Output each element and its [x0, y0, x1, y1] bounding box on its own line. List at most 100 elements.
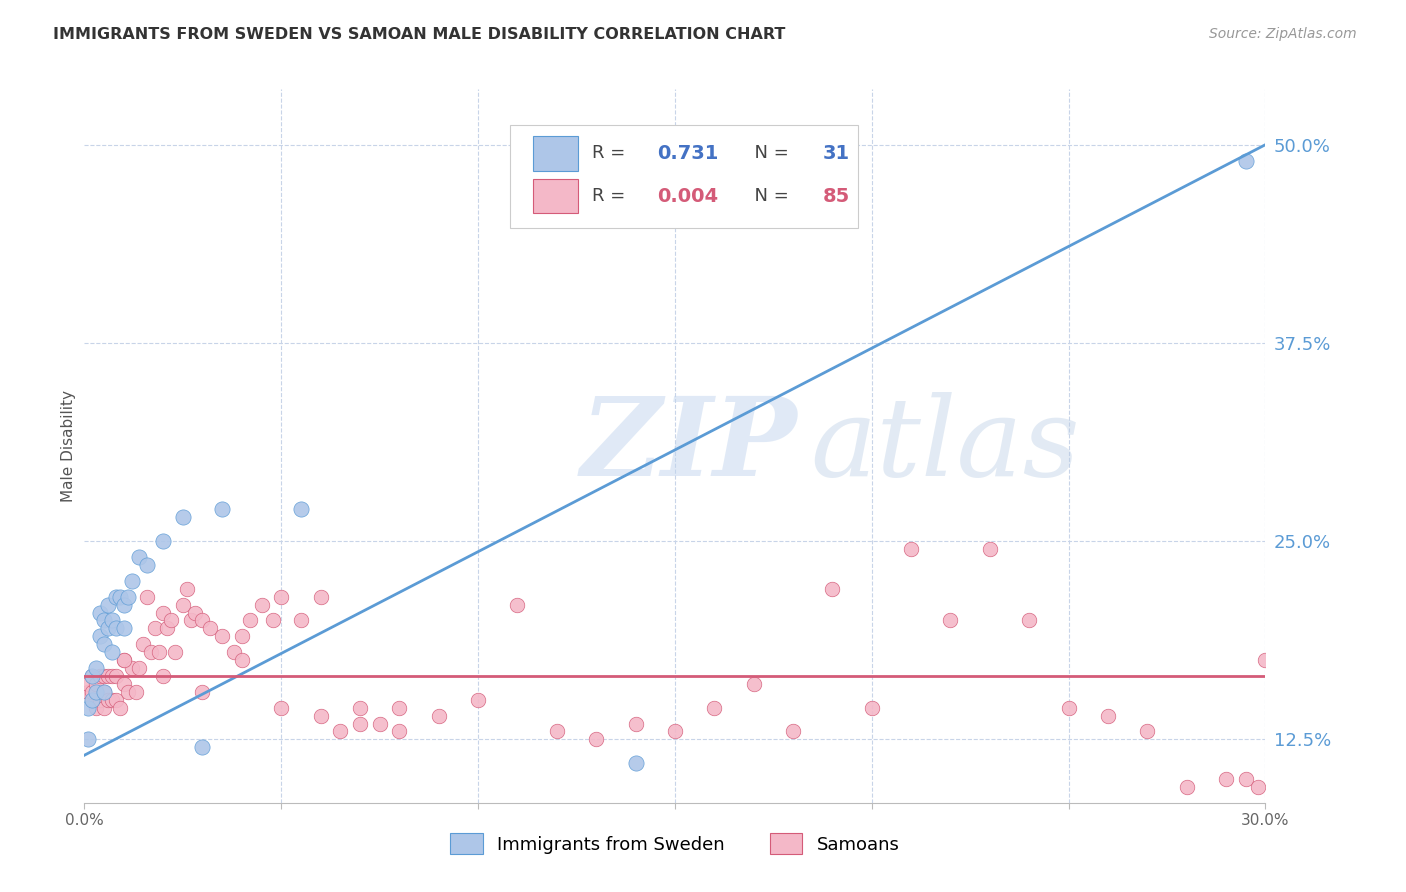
Point: [176, 582, 198, 596]
Point: [93, 669, 115, 683]
Point: [231, 653, 253, 667]
Point: [77, 700, 100, 714]
Point: [1234, 153, 1257, 168]
Point: [467, 692, 489, 706]
Point: [143, 621, 166, 635]
Legend: Immigrants from Sweden, Samoans: Immigrants from Sweden, Samoans: [443, 826, 907, 862]
Point: [77, 677, 100, 691]
FancyBboxPatch shape: [533, 136, 578, 170]
Point: [180, 614, 202, 628]
Point: [211, 502, 233, 516]
Point: [136, 590, 159, 604]
Point: [821, 582, 844, 596]
Point: [104, 669, 127, 683]
Point: [624, 756, 647, 771]
Point: [388, 724, 411, 739]
Point: [546, 724, 568, 739]
Point: [117, 590, 139, 604]
Point: [82, 669, 104, 683]
Text: 85: 85: [823, 186, 849, 206]
Point: [124, 685, 146, 699]
Point: [117, 685, 139, 699]
Point: [128, 661, 150, 675]
Point: [82, 685, 104, 699]
Text: ZIP: ZIP: [581, 392, 797, 500]
Point: [163, 645, 186, 659]
Point: [222, 645, 245, 659]
Point: [860, 700, 883, 714]
Point: [101, 614, 124, 628]
Point: [93, 685, 115, 699]
Point: [141, 645, 163, 659]
Point: [368, 716, 391, 731]
Point: [89, 669, 111, 683]
Point: [191, 685, 214, 699]
FancyBboxPatch shape: [509, 125, 858, 228]
Point: [112, 653, 135, 667]
Point: [132, 637, 155, 651]
Text: R =: R =: [592, 145, 631, 162]
Point: [270, 590, 292, 604]
Point: [250, 598, 273, 612]
Point: [427, 708, 450, 723]
Point: [211, 629, 233, 643]
Point: [82, 692, 104, 706]
Point: [93, 700, 115, 714]
Text: Source: ZipAtlas.com: Source: ZipAtlas.com: [1209, 27, 1357, 41]
Point: [148, 645, 170, 659]
Point: [82, 692, 104, 706]
Text: N =: N =: [744, 187, 794, 205]
Point: [1136, 724, 1159, 739]
Text: atlas: atlas: [811, 392, 1080, 500]
Text: 0.004: 0.004: [657, 186, 718, 206]
Point: [231, 629, 253, 643]
Point: [1234, 772, 1257, 786]
Point: [97, 621, 120, 635]
Point: [152, 669, 174, 683]
Text: IMMIGRANTS FROM SWEDEN VS SAMOAN MALE DISABILITY CORRELATION CHART: IMMIGRANTS FROM SWEDEN VS SAMOAN MALE DI…: [53, 27, 786, 42]
Point: [388, 700, 411, 714]
Point: [172, 598, 194, 612]
Point: [101, 645, 124, 659]
Point: [84, 661, 107, 675]
Point: [82, 669, 104, 683]
Point: [112, 677, 135, 691]
Point: [101, 692, 124, 706]
Point: [93, 637, 115, 651]
Point: [84, 700, 107, 714]
Point: [97, 692, 120, 706]
Point: [1215, 772, 1237, 786]
Point: [782, 724, 804, 739]
Point: [1254, 653, 1277, 667]
Point: [84, 677, 107, 691]
Point: [262, 614, 284, 628]
Point: [77, 685, 100, 699]
Point: [506, 598, 529, 612]
Point: [585, 732, 607, 747]
Point: [290, 614, 312, 628]
Point: [121, 574, 143, 588]
Point: [979, 542, 1001, 557]
Point: [93, 614, 115, 628]
Point: [108, 590, 131, 604]
Point: [200, 621, 222, 635]
Point: [742, 677, 765, 691]
Point: [172, 510, 194, 524]
Point: [89, 606, 111, 620]
Point: [664, 724, 686, 739]
Text: 31: 31: [823, 144, 849, 163]
Point: [112, 621, 135, 635]
Point: [84, 685, 107, 699]
Point: [93, 685, 115, 699]
Point: [128, 549, 150, 564]
Point: [112, 598, 135, 612]
Point: [1097, 708, 1119, 723]
Point: [939, 614, 962, 628]
Point: [349, 716, 371, 731]
Point: [77, 732, 100, 747]
Point: [1057, 700, 1080, 714]
Point: [624, 716, 647, 731]
Point: [121, 661, 143, 675]
Point: [183, 606, 205, 620]
Y-axis label: Male Disability: Male Disability: [60, 390, 76, 502]
